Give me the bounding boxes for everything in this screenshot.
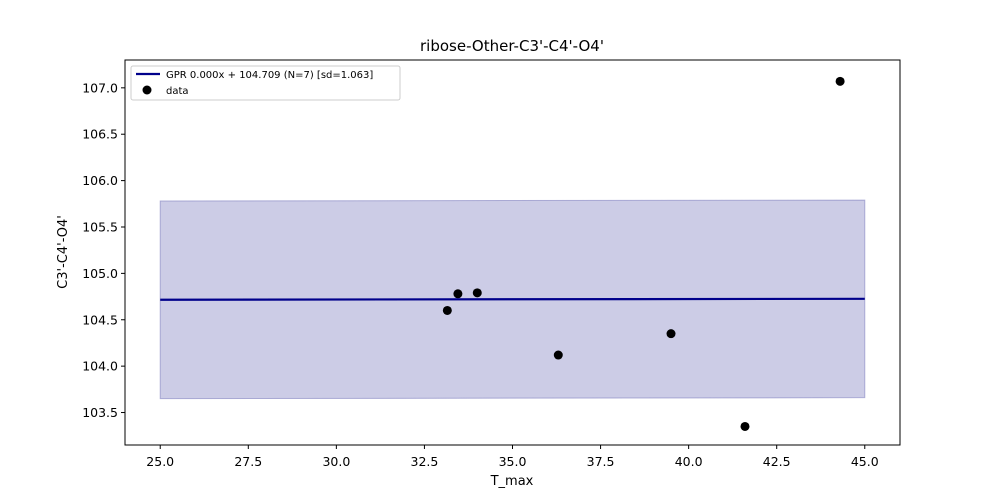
x-tick-label: 32.5 xyxy=(411,454,439,469)
x-tick-label: 42.5 xyxy=(763,454,791,469)
legend: GPR 0.000x + 104.709 (N=7) [sd=1.063] da… xyxy=(130,65,401,101)
chart-title: ribose-Other-C3'-C4'-O4' xyxy=(420,37,604,55)
data-point xyxy=(553,350,563,360)
data-point xyxy=(740,421,750,431)
data-point xyxy=(453,289,463,299)
y-tick-label: 105.0 xyxy=(82,266,118,281)
x-tick-label: 30.0 xyxy=(322,454,350,469)
y-tick-label: 105.5 xyxy=(82,219,118,234)
y-tick-label: 104.5 xyxy=(82,312,118,327)
legend-label-fit: GPR 0.000x + 104.709 (N=7) [sd=1.063] xyxy=(166,70,373,81)
data-points-layer xyxy=(442,76,845,431)
y-tick-label: 107.0 xyxy=(82,80,118,95)
y-tick-label: 106.5 xyxy=(82,127,118,142)
y-axis-ticks: 103.5 104.0 104.5 105.0 105.5 106.0 106.5 107.0 xyxy=(82,80,125,420)
y-tick-label: 103.5 xyxy=(82,405,118,420)
x-tick-label: 35.0 xyxy=(499,454,527,469)
data-point xyxy=(835,76,845,86)
y-axis-label: C3'-C4'-O4' xyxy=(56,215,71,289)
y-tick-label: 106.0 xyxy=(82,173,118,188)
x-tick-label: 40.0 xyxy=(675,454,703,469)
x-axis-label: T_max xyxy=(490,474,534,489)
x-tick-label: 45.0 xyxy=(851,454,879,469)
data-point xyxy=(666,329,676,339)
x-tick-label: 27.5 xyxy=(234,454,262,469)
fit-line xyxy=(160,297,865,301)
data-point xyxy=(442,305,452,315)
legend-box xyxy=(130,65,401,101)
x-axis-ticks: 25.0 27.5 30.0 32.5 35.0 37.5 40.0 42.5 45.0 xyxy=(146,445,879,469)
legend-marker-data xyxy=(142,85,152,95)
y-tick-label: 104.0 xyxy=(82,359,118,374)
fit-line-layer xyxy=(160,297,865,301)
legend-label-data: data xyxy=(166,86,189,97)
data-point xyxy=(472,288,482,298)
x-tick-label: 37.5 xyxy=(587,454,615,469)
x-tick-label: 25.0 xyxy=(146,454,174,469)
